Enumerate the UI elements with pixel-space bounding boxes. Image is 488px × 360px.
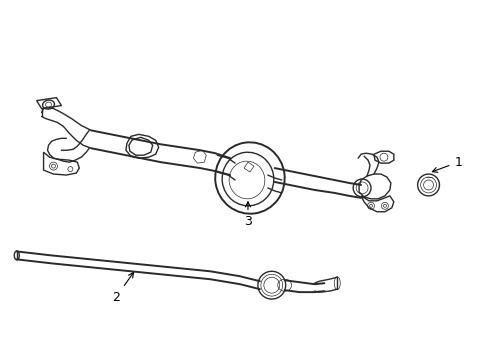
Text: 3: 3 [244, 202, 251, 228]
Text: 2: 2 [112, 273, 133, 303]
Text: 1: 1 [431, 156, 461, 172]
